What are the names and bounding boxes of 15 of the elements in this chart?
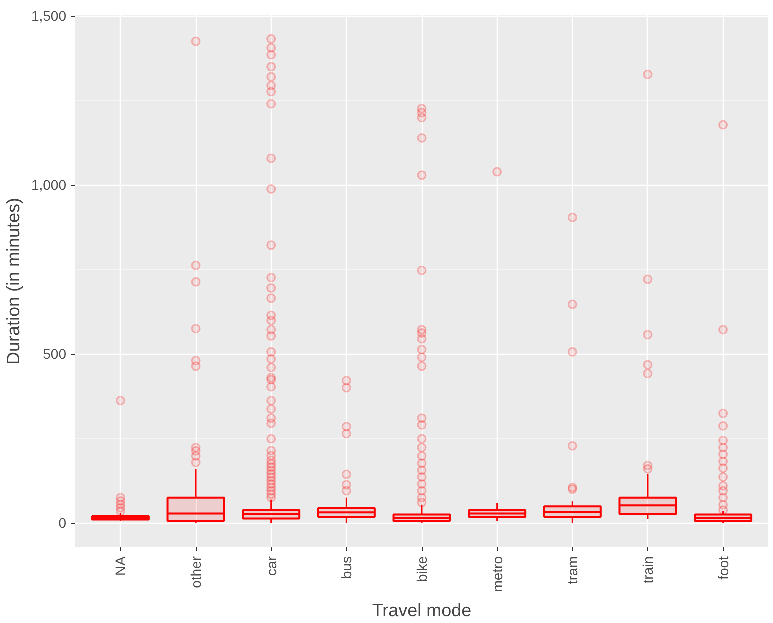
y-tick-label: 0 (58, 515, 67, 532)
x-axis-title: Travel mode (372, 600, 472, 620)
y-axis-title: Duration (in minutes) (3, 198, 24, 366)
y-tick-label: 1,000 (31, 177, 67, 194)
y-tick-label: 500 (43, 346, 67, 362)
x-tick-label: NA (112, 556, 129, 576)
y-tick-label: 1,500 (31, 8, 67, 24)
x-tick-label: bus (338, 556, 355, 580)
x-tick-label: metro (489, 556, 506, 592)
x-tick-label: tram (564, 556, 581, 584)
x-tick-label: train (640, 556, 656, 584)
x-tick-label: car (263, 556, 280, 576)
x-tick-label: other (188, 556, 204, 588)
x-tick-label: bike (414, 556, 430, 582)
x-tick-label: foot (715, 556, 732, 580)
